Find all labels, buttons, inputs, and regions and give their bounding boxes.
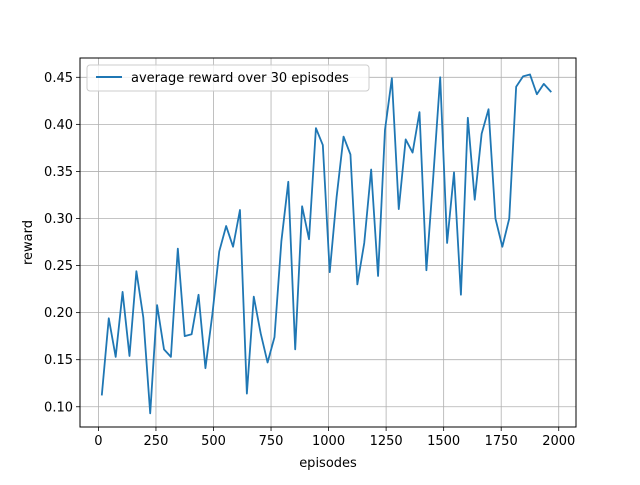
x-tick-label: 1500 xyxy=(427,434,460,449)
y-tick-label: 0.45 xyxy=(44,71,73,86)
legend-box xyxy=(86,64,370,92)
series-line xyxy=(100,73,552,415)
y-axis-label: reward xyxy=(21,220,36,265)
axis-ticks: 0 250 500 750 1000 1250 1500 1750 2000 0.10 0.15 0.… xyxy=(44,71,575,449)
x-tick-label: 500 xyxy=(201,434,226,449)
x-tick-label: 750 xyxy=(259,434,284,449)
x-tick-label: 250 xyxy=(144,434,169,449)
x-tick-label: 1250 xyxy=(370,434,403,449)
y-tick-label: 0.10 xyxy=(44,400,73,415)
y-tick-label: 0.15 xyxy=(44,353,73,368)
x-tick-label: 1750 xyxy=(485,434,518,449)
x-tick-label: 2000 xyxy=(542,434,575,449)
axes-frame xyxy=(79,57,577,428)
data-series xyxy=(100,73,552,415)
y-tick-label: 0.30 xyxy=(44,212,73,227)
y-tick-label: 0.20 xyxy=(44,306,73,321)
y-tick-label: 0.40 xyxy=(44,118,73,133)
legend-label: average reward over 30 episodes xyxy=(131,71,349,86)
x-tick-label: 0 xyxy=(94,434,102,449)
y-tick-label: 0.35 xyxy=(44,165,73,180)
legend: average reward over 30 episodes xyxy=(86,64,370,92)
x-axis-label: episodes xyxy=(299,456,357,471)
x-tick-label: 1000 xyxy=(312,434,345,449)
y-tick-label: 0.25 xyxy=(44,259,73,274)
